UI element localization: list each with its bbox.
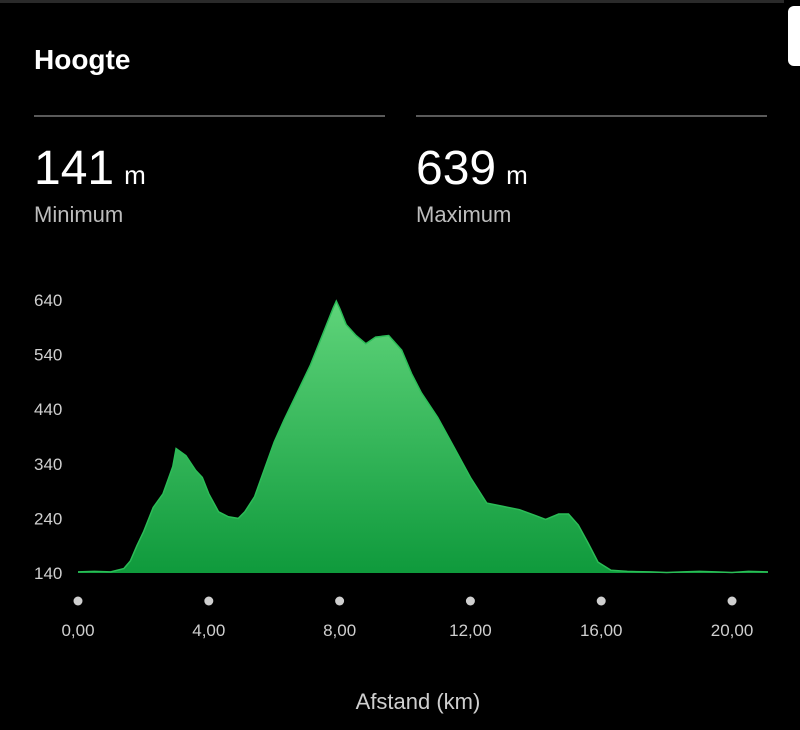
x-tick-label: 0,00 bbox=[61, 621, 94, 640]
x-tick-dot bbox=[73, 596, 83, 606]
y-tick-label: 640 bbox=[34, 291, 62, 310]
divider-right bbox=[416, 115, 767, 117]
elevation-chart: 140 240 340 440 540 640 0,00 4,00 8,00 12,00 16,0… bbox=[34, 291, 769, 714]
y-tick-label: 140 bbox=[34, 564, 62, 583]
x-tick-label: 16,00 bbox=[580, 621, 623, 640]
y-tick-label: 240 bbox=[34, 509, 62, 528]
stat-maximum-value: 639 bbox=[416, 142, 497, 195]
stat-minimum-unit: m bbox=[124, 160, 146, 190]
x-tick-dot bbox=[335, 596, 345, 606]
x-tick-dot bbox=[727, 596, 737, 606]
x-tick-dot bbox=[596, 596, 606, 606]
scroll-handle[interactable] bbox=[788, 6, 800, 66]
stat-minimum: 141 m Minimum bbox=[34, 140, 146, 228]
divider-left bbox=[34, 115, 385, 117]
x-tick-label: 12,00 bbox=[449, 621, 492, 640]
stat-minimum-label: Minimum bbox=[34, 202, 124, 227]
page-title: Hoogte bbox=[34, 44, 131, 75]
x-tick-label: 20,00 bbox=[711, 621, 754, 640]
y-tick-label: 440 bbox=[34, 400, 62, 419]
stat-maximum-unit: m bbox=[506, 160, 528, 190]
x-tick-label: 4,00 bbox=[192, 621, 225, 640]
x-tick-dot bbox=[465, 596, 475, 606]
y-tick-label: 540 bbox=[34, 346, 62, 365]
top-border bbox=[0, 0, 784, 3]
elevation-area bbox=[78, 301, 768, 573]
elevation-line bbox=[77, 299, 769, 574]
stat-maximum: 639 m Maximum bbox=[416, 140, 528, 228]
y-tick-label: 340 bbox=[34, 455, 62, 474]
x-tick-dot bbox=[204, 596, 214, 606]
x-tick-label: 8,00 bbox=[323, 621, 356, 640]
x-axis-label: Afstand (km) bbox=[356, 689, 481, 714]
stat-maximum-label: Maximum bbox=[416, 202, 512, 227]
stat-minimum-value: 141 bbox=[34, 142, 115, 195]
